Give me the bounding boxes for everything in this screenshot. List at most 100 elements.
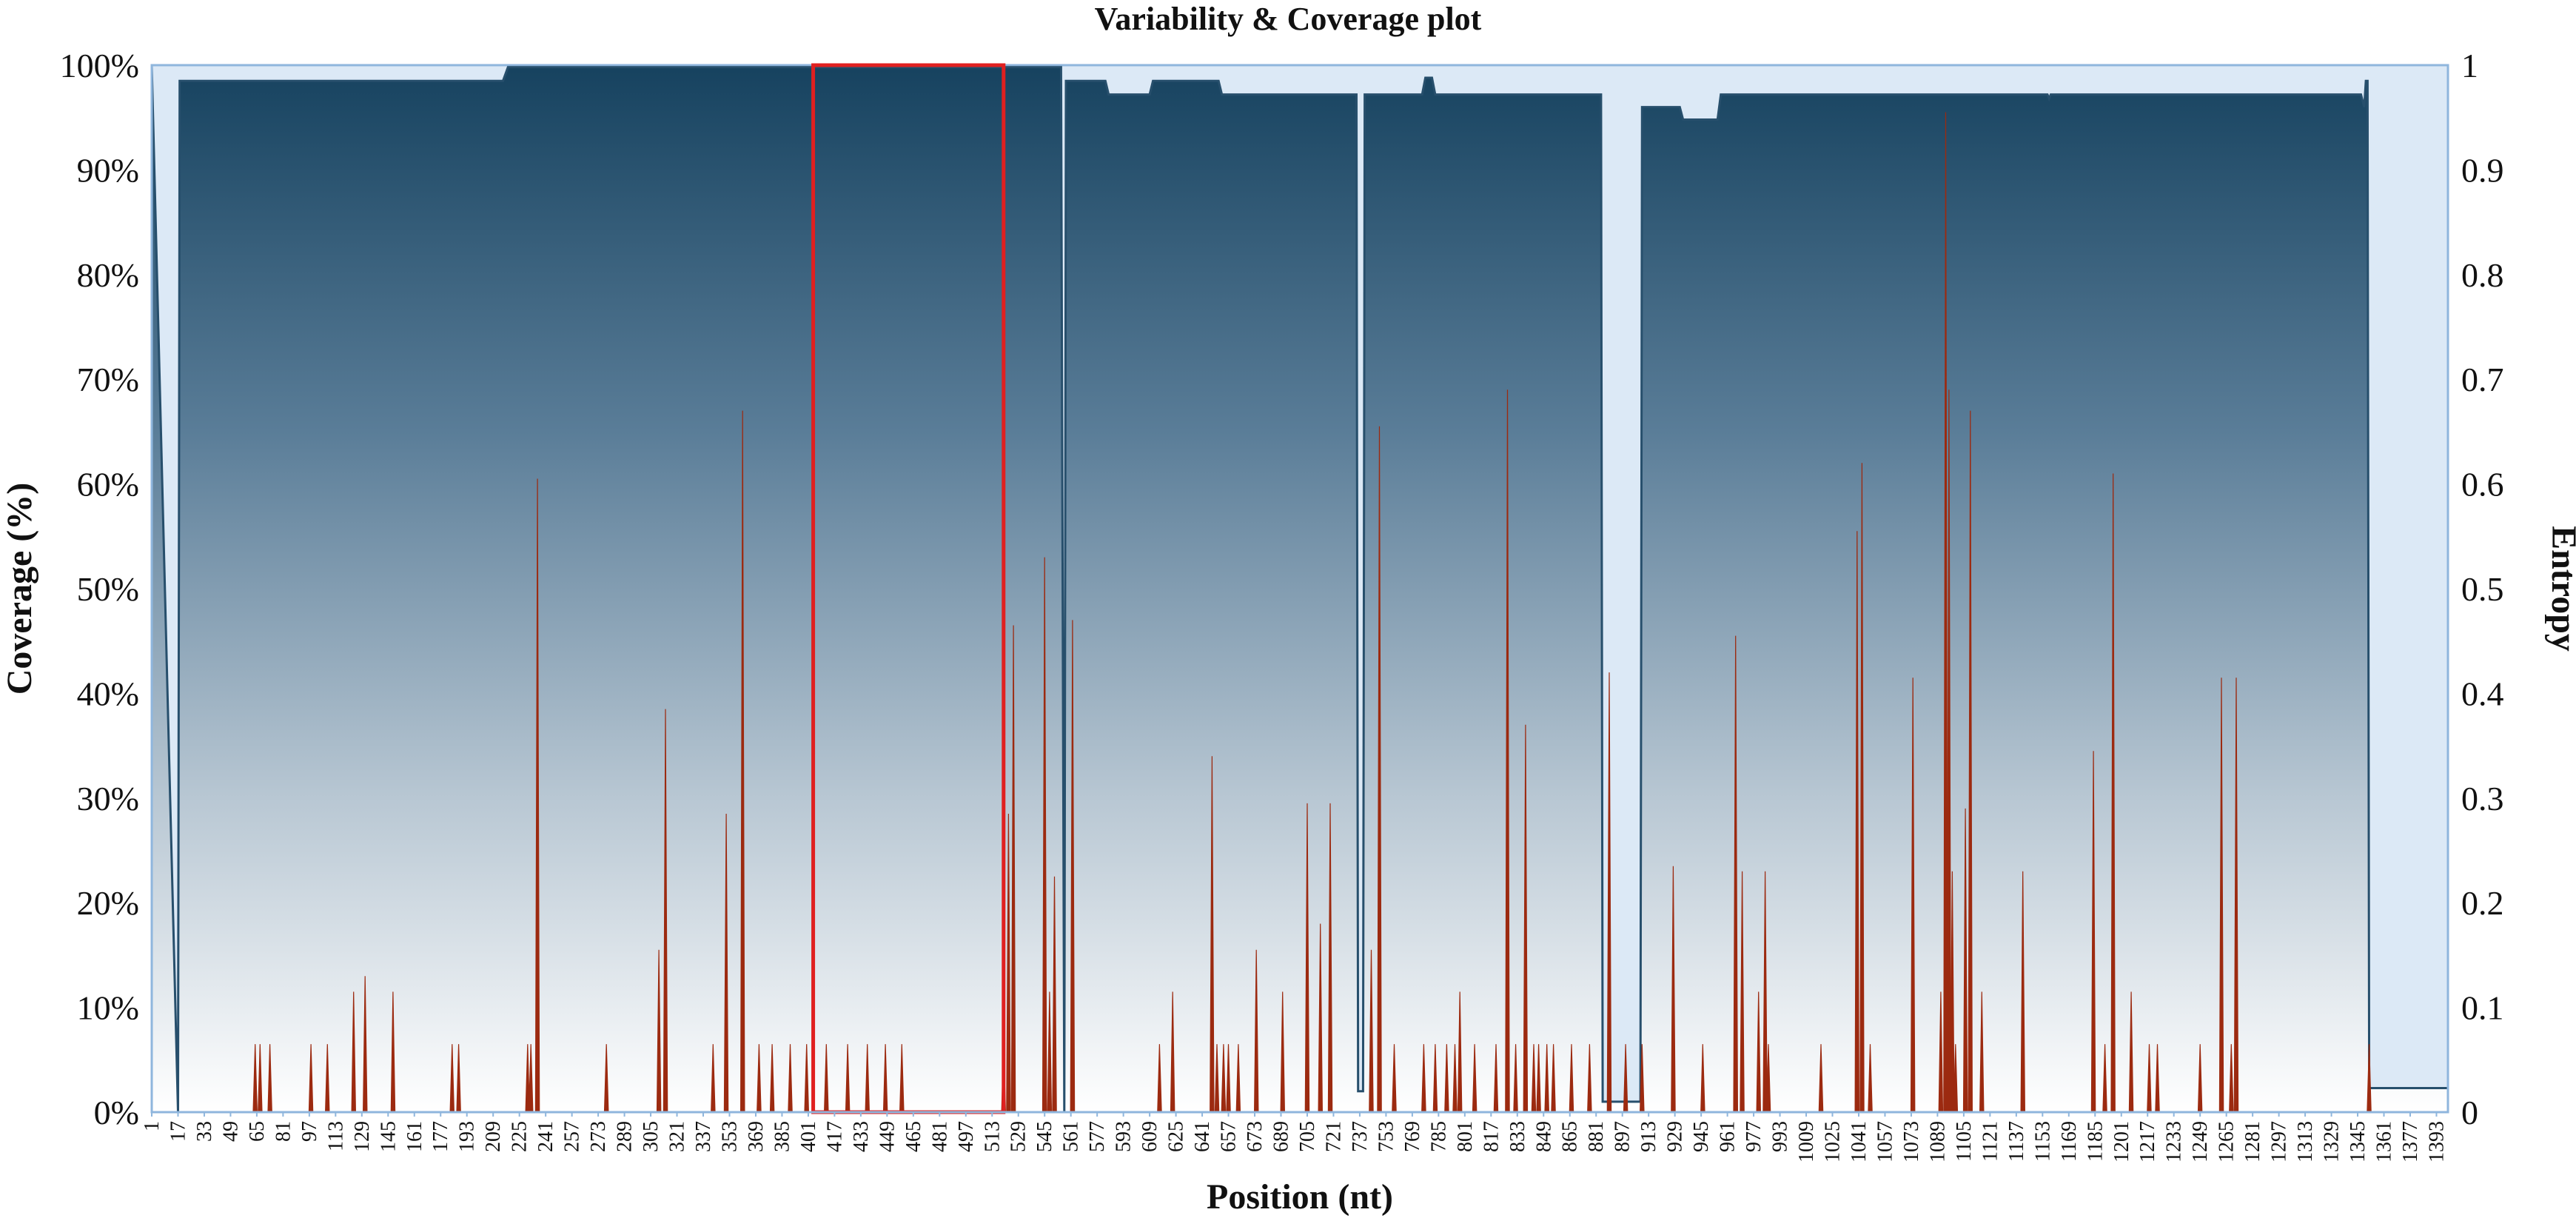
x-tick-label: 801 [1454,1121,1477,1152]
y-left-tick-label: 10% [77,989,139,1027]
x-tick-label: 449 [876,1121,899,1152]
x-tick-label: 97 [298,1121,321,1142]
y-right-tick-label: 0.7 [2461,361,2504,398]
x-tick-label: 913 [1637,1121,1660,1152]
x-tick-label: 1377 [2399,1121,2422,1163]
x-tick-label: 321 [666,1121,689,1152]
x-tick-label: 929 [1664,1121,1687,1152]
x-tick-label: 353 [719,1121,742,1152]
x-tick-label: 1249 [2189,1121,2212,1163]
x-tick-label: 1185 [2084,1121,2107,1162]
x-tick-label: 65 [246,1121,269,1142]
x-tick-label: 257 [561,1121,584,1152]
x-tick-label: 721 [1323,1121,1346,1152]
x-tick-label: 609 [1138,1121,1161,1152]
x-tick-label: 1041 [1848,1121,1871,1163]
x-tick-label: 1297 [2268,1121,2291,1163]
x-tick-label: 465 [902,1121,925,1152]
x-tick-label: 593 [1113,1121,1136,1152]
x-tick-label: 209 [482,1121,505,1152]
x-tick-label: 1169 [2058,1121,2081,1162]
x-axis-ticks: 1 17 33 49 65 81 97 113 129 145 161 177 193 209 225 241… [141,1112,2449,1163]
x-tick-label: 673 [1244,1121,1267,1152]
x-tick-label: 81 [272,1121,295,1142]
x-tick-label: 1153 [2031,1121,2054,1162]
x-tick-label: 769 [1401,1121,1424,1152]
y-right-tick-label: 0.9 [2461,151,2504,189]
x-tick-label: 225 [509,1121,531,1152]
x-tick-label: 529 [1007,1121,1030,1152]
y-left-tick-label: 0% [94,1094,139,1131]
x-tick-label: 33 [193,1121,216,1142]
x-tick-label: 273 [587,1121,610,1152]
x-tick-label: 1025 [1822,1121,1845,1163]
coverage-line [150,64,2448,1113]
x-tick-label: 897 [1611,1121,1634,1152]
left-axis-ticks: 0% 10% 20% 30% 40% 50% 60% 70% 80% 90% 100% [60,47,139,1131]
x-tick-label: 1329 [2321,1121,2344,1163]
x-tick-label: 833 [1506,1121,1529,1152]
x-tick-label: 433 [850,1121,873,1152]
x-tick-label: 385 [771,1121,794,1152]
x-tick-label: 369 [745,1121,768,1152]
x-tick-label: 545 [1033,1121,1056,1152]
y-left-tick-label: 20% [77,884,139,922]
x-tick-label: 865 [1559,1121,1582,1152]
x-tick-label: 753 [1375,1121,1398,1152]
x-tick-label: 1009 [1795,1121,1818,1163]
x-tick-label: 737 [1349,1121,1372,1152]
x-tick-label: 785 [1427,1121,1450,1152]
x-tick-label: 337 [692,1121,715,1152]
x-tick-label: 1057 [1874,1121,1897,1163]
y-right-tick-label: 0.5 [2461,570,2504,608]
x-tick-label: 513 [981,1121,1004,1152]
coverage-area [152,65,2448,1112]
x-tick-label: 241 [534,1121,557,1152]
y-right-tick-label: 0.6 [2461,466,2504,504]
y-axis-left-label: Coverage (%) [0,483,39,695]
right-axis-ticks: 0 0.1 0.2 0.3 0.4 0.5 0.6 0.7 0.8 0.9 1 [2461,47,2504,1131]
x-tick-label: 1201 [2110,1121,2133,1163]
x-tick-label: 641 [1191,1121,1214,1152]
y-left-tick-label: 50% [77,570,139,608]
x-tick-label: 689 [1270,1121,1293,1152]
x-tick-label: 1393 [2426,1121,2449,1163]
x-tick-label: 497 [955,1121,978,1152]
x-tick-label: 1121 [1979,1121,2002,1162]
y-right-tick-label: 1 [2461,47,2478,84]
x-tick-label: 417 [823,1121,846,1152]
x-tick-label: 1345 [2347,1121,2369,1163]
x-tick-label: 1217 [2136,1121,2159,1163]
y-right-tick-label: 0.4 [2461,675,2504,712]
x-tick-label: 1137 [2005,1121,2028,1162]
chart-title: Variability & Coverage plot [1095,1,1482,37]
x-tick-label: 17 [167,1121,190,1142]
y-right-tick-label: 0.2 [2461,884,2504,922]
x-tick-label: 945 [1690,1121,1713,1152]
y-axis-right-label: Entropy [2544,526,2576,652]
x-tick-label: 1313 [2294,1121,2317,1163]
x-tick-label: 401 [797,1121,820,1152]
x-tick-label: 129 [351,1121,374,1152]
x-tick-label: 1 [141,1121,164,1131]
x-tick-label: 113 [324,1121,347,1151]
x-tick-label: 49 [219,1121,242,1142]
y-left-tick-label: 40% [77,675,139,712]
x-tick-label: 577 [1086,1121,1109,1152]
x-tick-label: 1281 [2241,1121,2264,1163]
x-tick-label: 289 [614,1121,637,1152]
x-tick-label: 305 [640,1121,663,1152]
x-tick-label: 625 [1165,1121,1188,1152]
coverage-series [150,64,2448,1113]
x-tick-label: 1265 [2216,1121,2238,1163]
x-tick-label: 817 [1480,1121,1503,1152]
x-axis-label: Position (nt) [1207,1177,1393,1217]
x-tick-label: 657 [1218,1121,1241,1152]
x-tick-label: 1361 [2373,1121,2396,1163]
y-right-tick-label: 0.8 [2461,256,2504,294]
y-left-tick-label: 30% [77,780,139,817]
x-tick-label: 177 [429,1121,452,1152]
x-tick-label: 849 [1532,1121,1555,1152]
y-left-tick-label: 60% [77,466,139,504]
